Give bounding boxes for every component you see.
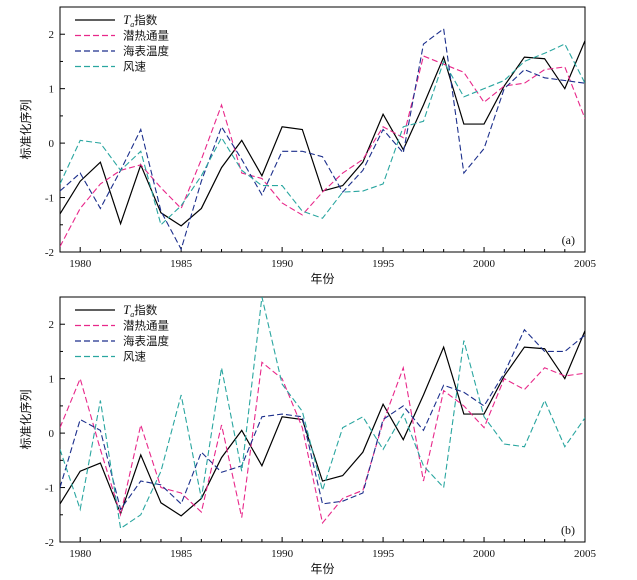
x-tick-label: 2005 [574,548,597,560]
x-tick-label: 1995 [372,258,395,270]
x-tick-label: 1985 [170,548,193,560]
y-tick-label: 1 [49,84,55,96]
series-line-wind [60,297,585,530]
legend-label-sst: 海表温度 [123,44,169,58]
x-tick-label: 2005 [574,258,597,270]
y-axis-title: 标准化序列 [18,389,33,449]
y-tick-label: -1 [45,193,54,205]
x-tick-label: 1985 [170,258,193,270]
y-tick-label: -2 [45,247,54,259]
series-line-ts [60,40,585,227]
series-line-wind [60,43,585,226]
x-tick-label: 1990 [271,258,294,270]
legend-label-wind: 风速 [123,350,146,364]
panel-label: (a) [562,233,575,247]
x-tick-label: 1990 [271,548,294,560]
legend-label-wind: 风速 [123,60,146,74]
series-line-ts [60,330,585,517]
legend-label-sst: 海表温度 [123,334,169,348]
y-tick-label: -2 [45,537,54,549]
y-tick-label: 0 [49,138,55,150]
legend-label-latent: 潜热通量 [123,319,169,333]
y-tick-label: 2 [49,319,55,331]
series-lines [60,27,585,251]
y-axis-title: 标准化序列 [18,99,33,159]
x-tick-label: 2000 [473,258,496,270]
y-tick-label: 0 [49,428,55,440]
chart-panel-a: 1980 1985 1990 1995 2000 2005 -2 -1 0 1 2 年份 标准化序列 Ta… [18,6,597,286]
panel-label: (b) [561,523,575,537]
legend-label-latent: 潜热通量 [123,29,169,43]
x-axis-title: 年份 [310,562,334,576]
legend-label-ts: Ta指数 [123,302,158,319]
y-tick-label: 1 [49,374,55,386]
x-tick-label: 2000 [473,548,496,560]
x-tick-label: 1980 [69,258,92,270]
x-axis-title: 年份 [310,272,334,286]
x-tick-label: 1995 [372,548,395,560]
series-line-latent [60,55,585,247]
legend-label-ts: Ta指数 [123,12,158,29]
series-line-latent [60,361,585,525]
y-tick-label: -1 [45,483,54,495]
chart-panel-b: 1980 1985 1990 1995 2000 2005 -2 -1 0 1 2 年份 标准化序列 Ta… [18,296,597,576]
y-tick-label: 2 [49,29,55,41]
series-lines [60,297,585,530]
x-tick-label: 1980 [69,548,92,560]
series-line-sst [60,328,585,511]
series-line-sst [60,27,585,251]
